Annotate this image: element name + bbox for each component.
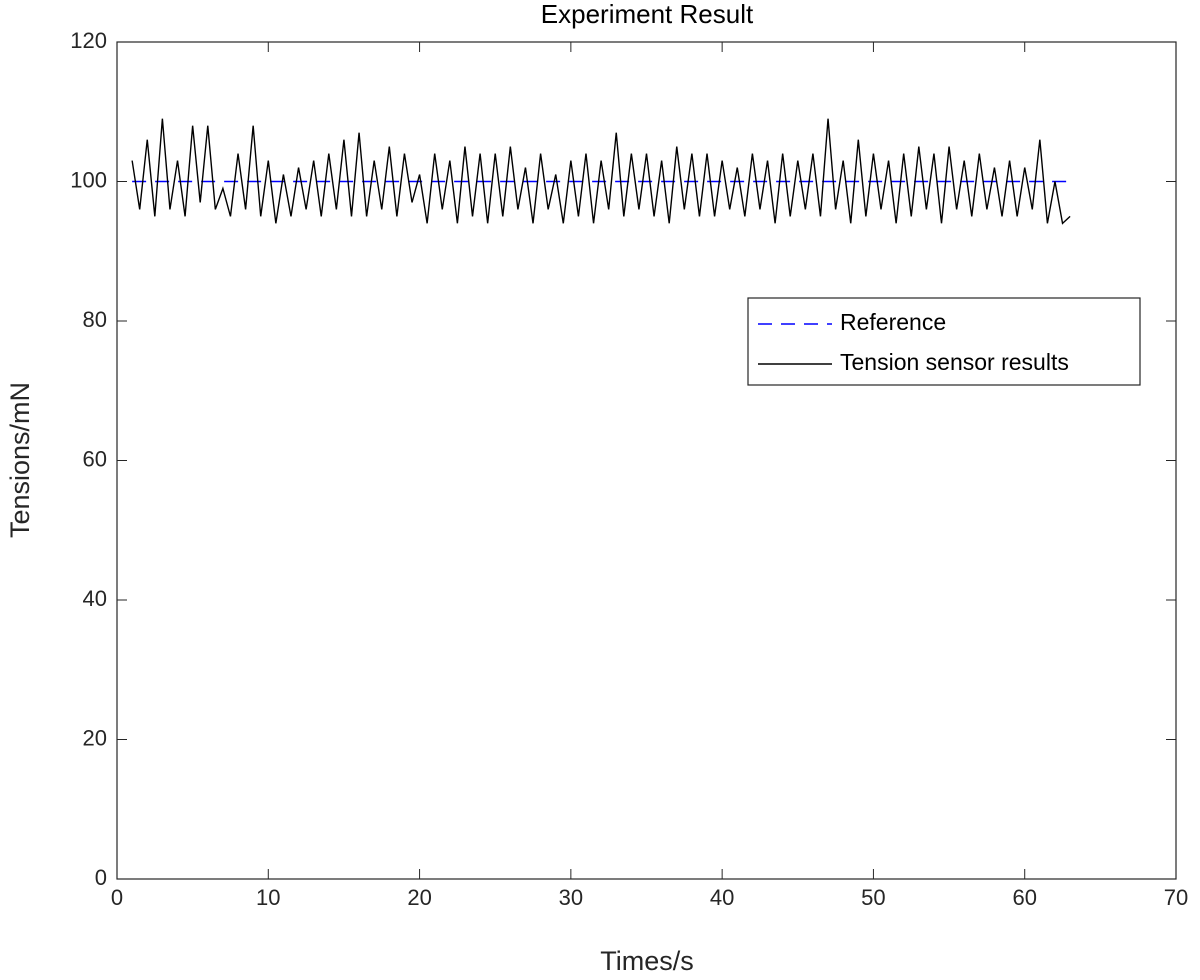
x-tick-label: 70	[1164, 885, 1188, 910]
y-tick-label: 80	[83, 307, 107, 332]
x-tick-label: 40	[710, 885, 734, 910]
data-line	[131, 118, 1071, 225]
y-tick-label: 120	[70, 28, 107, 53]
y-tick-label: 100	[70, 167, 107, 192]
y-tick-label: 0	[95, 865, 107, 890]
y-tick-label: 60	[83, 446, 107, 471]
legend-label: Tension sensor results	[840, 349, 1069, 375]
chart-title: Experiment Result	[541, 0, 754, 29]
x-tick-label: 50	[861, 885, 885, 910]
legend-label: Reference	[840, 309, 946, 335]
y-axis-label: Tensions/mN	[5, 382, 35, 538]
y-tick-label: 40	[83, 586, 107, 611]
x-tick-label: 0	[111, 885, 123, 910]
x-tick-label: 60	[1012, 885, 1036, 910]
x-tick-label: 30	[559, 885, 583, 910]
x-tick-label: 10	[256, 885, 280, 910]
x-axis-label: Times/s	[600, 946, 694, 976]
legend-box	[747, 297, 1141, 386]
y-tick-label: 20	[83, 725, 107, 750]
x-tick-label: 20	[407, 885, 431, 910]
plot-area	[116, 41, 1177, 880]
